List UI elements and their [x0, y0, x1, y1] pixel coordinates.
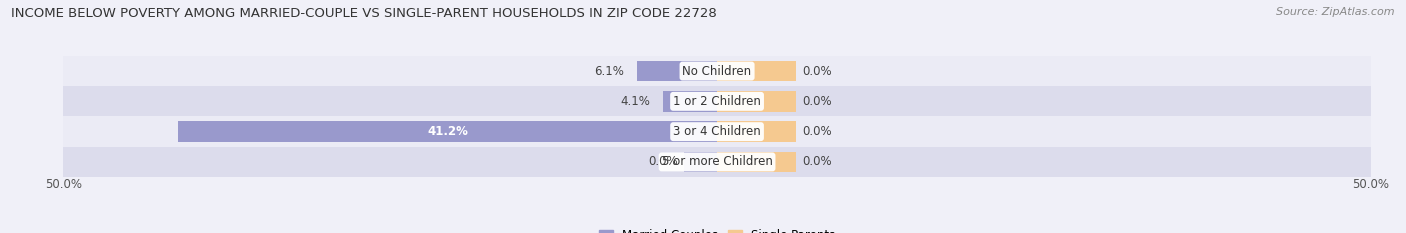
Text: 3 or 4 Children: 3 or 4 Children	[673, 125, 761, 138]
Text: No Children: No Children	[682, 65, 752, 78]
Text: 6.1%: 6.1%	[595, 65, 624, 78]
Bar	[664, 91, 717, 112]
Text: 41.2%: 41.2%	[427, 125, 468, 138]
Text: 0.0%: 0.0%	[801, 65, 832, 78]
Text: 0.0%: 0.0%	[801, 155, 832, 168]
Legend: Married Couples, Single Parents: Married Couples, Single Parents	[593, 224, 841, 233]
Bar	[685, 152, 717, 172]
Text: 0.0%: 0.0%	[648, 155, 678, 168]
Text: INCOME BELOW POVERTY AMONG MARRIED-COUPLE VS SINGLE-PARENT HOUSEHOLDS IN ZIP COD: INCOME BELOW POVERTY AMONG MARRIED-COUPL…	[11, 7, 717, 20]
Text: 4.1%: 4.1%	[620, 95, 651, 108]
Bar	[637, 61, 717, 81]
Bar	[717, 91, 796, 112]
Bar	[63, 56, 1371, 86]
Text: 0.0%: 0.0%	[801, 125, 832, 138]
Bar	[63, 147, 1371, 177]
Bar	[179, 121, 717, 142]
Text: 5 or more Children: 5 or more Children	[662, 155, 772, 168]
Bar	[63, 116, 1371, 147]
Bar	[717, 61, 796, 81]
Bar	[717, 152, 796, 172]
Text: 0.0%: 0.0%	[801, 95, 832, 108]
Text: Source: ZipAtlas.com: Source: ZipAtlas.com	[1277, 7, 1395, 17]
Text: 1 or 2 Children: 1 or 2 Children	[673, 95, 761, 108]
Bar	[717, 121, 796, 142]
Bar	[63, 86, 1371, 116]
